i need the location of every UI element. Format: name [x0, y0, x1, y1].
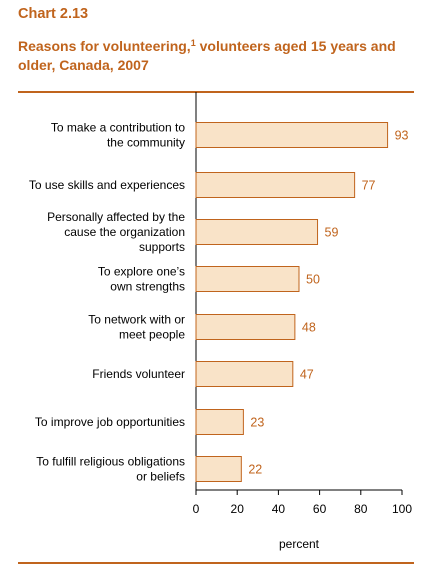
category-label: To explore one’s [98, 265, 185, 279]
x-tick-label: 40 [272, 502, 286, 516]
category-label: or beliefs [136, 470, 185, 484]
category-label: the community [107, 136, 185, 150]
bar [195, 219, 319, 245]
category-label: own strengths [110, 280, 185, 294]
category-label: To fulfill religious obligations [36, 455, 185, 469]
chart-number: Chart 2.13 [18, 6, 89, 22]
x-tick-label: 60 [313, 502, 327, 516]
category-label: Personally affected by the [47, 210, 185, 224]
category-label: supports [139, 240, 185, 254]
x-tick-label: 100 [392, 502, 412, 516]
bar [195, 409, 244, 435]
bar [195, 361, 294, 387]
x-tick-label: 0 [193, 502, 200, 516]
bar [195, 122, 389, 148]
bar [195, 266, 300, 292]
bar-value-label: 59 [325, 226, 339, 240]
bar-value-label: 93 [395, 129, 409, 143]
x-tick-label: 20 [231, 502, 245, 516]
bar [195, 172, 356, 198]
bar-value-label: 23 [250, 416, 264, 430]
bottom-rule [18, 562, 414, 564]
x-tick-label: 80 [354, 502, 368, 516]
bar-value-label: 48 [302, 321, 316, 335]
bar [195, 456, 242, 482]
category-label: To improve job opportunities [35, 415, 185, 429]
title-footnote: 1 [190, 38, 196, 48]
x-axis-title: percent [279, 537, 320, 551]
category-label: To use skills and experiences [29, 178, 185, 192]
category-label: To make a contribution to [51, 121, 185, 135]
category-label: cause the organization [64, 225, 185, 239]
title-part-1: Reasons for volunteering, [18, 38, 191, 54]
chart-title: Reasons for volunteering,1 volunteers ag… [18, 34, 418, 75]
top-rule [18, 91, 414, 93]
bar-value-label: 77 [362, 179, 376, 193]
category-label: Friends volunteer [92, 367, 185, 381]
bar-value-label: 22 [248, 463, 262, 477]
category-label: To network with or [88, 313, 185, 327]
bar-value-label: 50 [306, 273, 320, 287]
bar [195, 314, 296, 340]
title-part-2: volunteers aged 15 years and older, Cana… [18, 38, 396, 73]
category-label: meet people [119, 328, 185, 342]
bar-value-label: 47 [300, 368, 314, 382]
